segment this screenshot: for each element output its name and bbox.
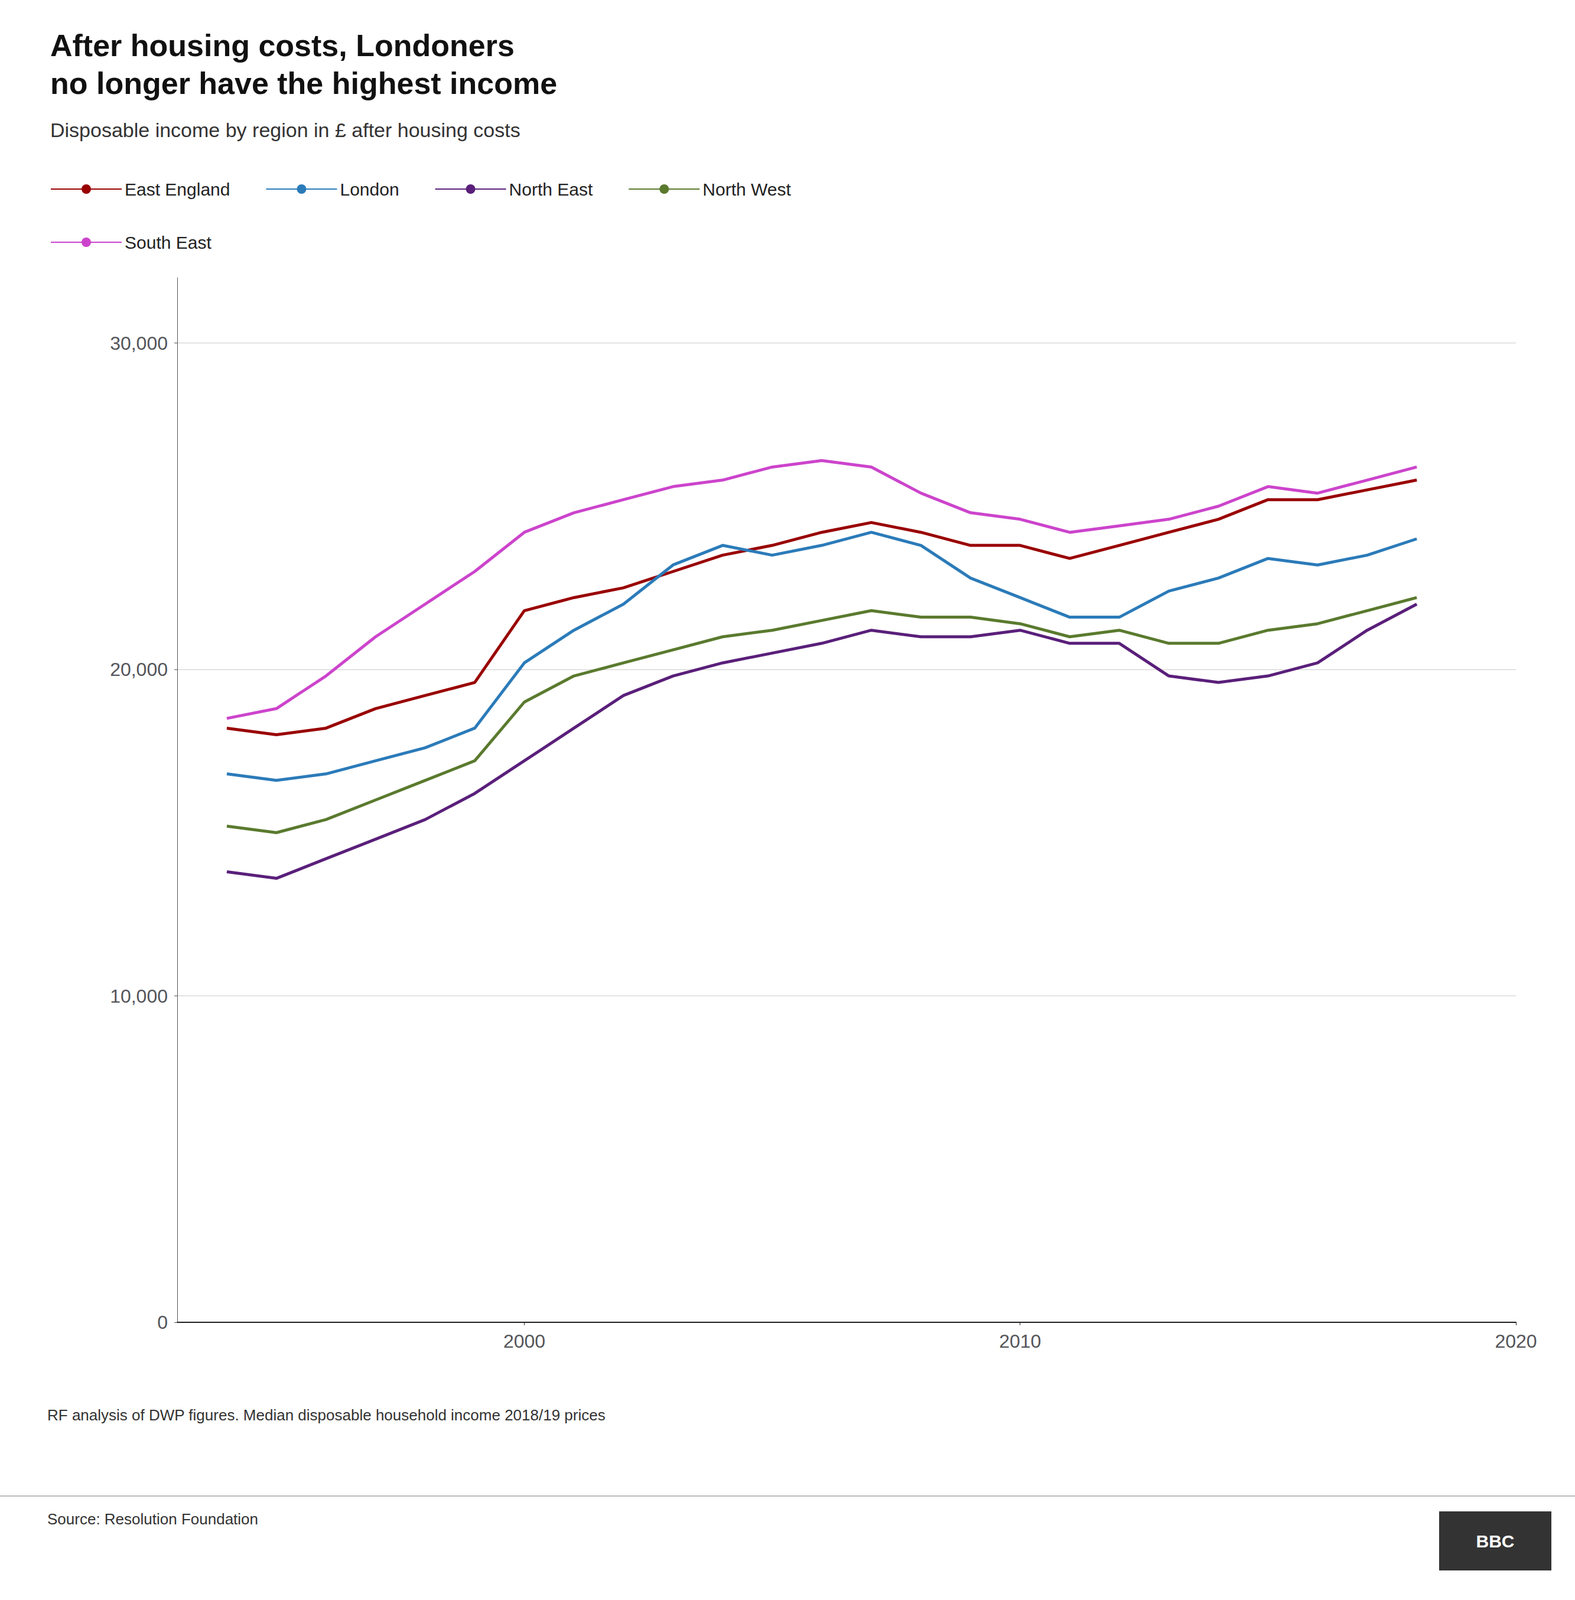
- svg-text:Source: Resolution Foundation: Source: Resolution Foundation: [47, 1510, 259, 1528]
- svg-text:2010: 2010: [998, 1330, 1041, 1352]
- svg-text:East England: East England: [124, 179, 230, 200]
- svg-text:After housing costs, Londoners: After housing costs, Londoners: [50, 28, 515, 63]
- svg-text:North West: North West: [702, 179, 792, 200]
- svg-text:North East: North East: [509, 179, 594, 200]
- svg-text:Disposable income by region in: Disposable income by region in £ after h…: [50, 118, 521, 142]
- svg-text:2000: 2000: [503, 1330, 546, 1352]
- svg-text:South East: South East: [124, 232, 212, 253]
- svg-text:2020: 2020: [1494, 1330, 1537, 1352]
- svg-text:10,000: 10,000: [109, 985, 168, 1007]
- svg-text:BBC: BBC: [1476, 1531, 1515, 1551]
- svg-text:RF analysis of DWP figures. Me: RF analysis of DWP figures. Median dispo…: [47, 1406, 606, 1424]
- svg-text:0: 0: [157, 1311, 168, 1333]
- svg-text:London: London: [339, 179, 399, 200]
- svg-text:no longer have the highest inc: no longer have the highest income: [50, 66, 558, 101]
- svg-text:30,000: 30,000: [109, 332, 168, 354]
- svg-text:20,000: 20,000: [109, 658, 168, 680]
